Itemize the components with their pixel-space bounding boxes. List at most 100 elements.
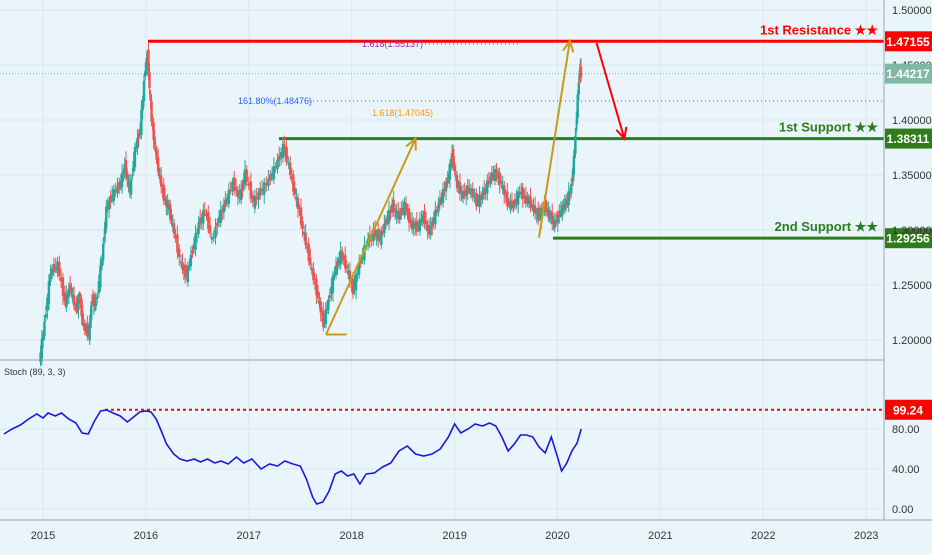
candle-body [313, 281, 317, 284]
candle-body [495, 169, 498, 178]
candle-body [267, 178, 270, 187]
candle-body [558, 210, 561, 218]
year-tick-label: 2023 [854, 530, 878, 542]
candle-body [392, 199, 395, 213]
candle-body [208, 225, 212, 234]
candle-body [448, 163, 452, 180]
candle-body [132, 160, 135, 172]
candle-body [568, 191, 572, 193]
candle-body [236, 190, 240, 197]
candle-body [515, 198, 518, 203]
candle-body [563, 203, 567, 210]
candle-body [152, 122, 155, 141]
candle-body [348, 270, 352, 282]
candle-body [556, 214, 559, 224]
candle-body [412, 221, 415, 228]
candle-body [466, 185, 469, 194]
candle-body [299, 207, 303, 225]
candle-body [221, 210, 224, 212]
stoch-tick-label: 80.00 [892, 424, 920, 436]
candle-body [105, 206, 108, 229]
candle-body [316, 291, 320, 299]
candle-body [144, 70, 147, 77]
candle-body [410, 220, 414, 230]
candle-body [241, 184, 244, 189]
stoch-series-line [3, 409, 582, 505]
candle-body [84, 328, 88, 332]
candle-body [540, 207, 543, 221]
candle-body [520, 191, 523, 195]
candle-body [551, 212, 554, 224]
candle-body [278, 155, 281, 161]
candle-body [96, 296, 99, 299]
candle-body [156, 156, 160, 172]
candle-body [555, 220, 558, 222]
candle-body [163, 197, 167, 201]
candle-body [194, 233, 197, 250]
level-price-label: 1.47155 [886, 35, 930, 49]
candle-body [249, 181, 253, 199]
candle-body [473, 197, 476, 199]
candle-body [532, 204, 535, 212]
candle-body [77, 297, 80, 310]
candle-body [112, 188, 116, 201]
candle-body [325, 308, 329, 310]
candle-body [562, 205, 565, 209]
candle-body [88, 321, 91, 341]
candle-body [333, 273, 336, 277]
candle-body [183, 264, 187, 278]
candle-body [342, 259, 345, 261]
candle-body [120, 172, 124, 188]
candle-body [327, 299, 330, 311]
stoch-level-tag [885, 399, 932, 420]
candle-body [231, 181, 234, 192]
candle-body [395, 210, 398, 218]
candle-body [328, 295, 332, 298]
candle-body [512, 203, 515, 209]
candle-body [141, 99, 144, 111]
candle-body [339, 250, 342, 265]
candle-body [434, 209, 437, 225]
price-tick-label: 1.40000 [892, 115, 932, 127]
candle-body [272, 166, 276, 180]
candle-body [131, 174, 134, 176]
candle-body [390, 203, 394, 213]
axes: 1.549751.471551.383111.2925699.241.20000… [0, 0, 932, 542]
candle-body [478, 194, 481, 207]
fib-label: 1.618(1.47045) [372, 108, 433, 118]
year-tick-label: 2016 [134, 530, 158, 542]
candle-body [217, 216, 221, 223]
candle-body [93, 298, 97, 305]
candle-body [186, 265, 190, 283]
candle-body [340, 251, 344, 260]
candle-body [122, 172, 125, 174]
candle-body [309, 257, 312, 265]
grid [0, 0, 884, 520]
candle-body [182, 268, 186, 272]
candle-body [577, 82, 581, 95]
candle-body [409, 219, 412, 224]
candle-body [578, 78, 581, 82]
candle-body [189, 254, 193, 267]
candle-body [126, 172, 129, 179]
candle-body [553, 219, 556, 228]
candle-body [404, 202, 408, 213]
candle-body [446, 177, 449, 184]
candle-body [123, 164, 126, 175]
candle-body [318, 300, 321, 305]
candle-body [47, 281, 51, 304]
candle-body [310, 268, 314, 271]
candle-body [109, 196, 112, 203]
candle-body [238, 190, 241, 199]
candle-body [179, 261, 183, 264]
candle-body [398, 212, 402, 220]
candle-body [114, 189, 117, 193]
candle-body [437, 203, 440, 213]
candle-body [431, 221, 434, 227]
candle-body [58, 262, 61, 277]
candle-body [538, 214, 541, 217]
candle-body [166, 200, 169, 209]
candle-body [295, 197, 298, 201]
candle-body [263, 182, 266, 195]
